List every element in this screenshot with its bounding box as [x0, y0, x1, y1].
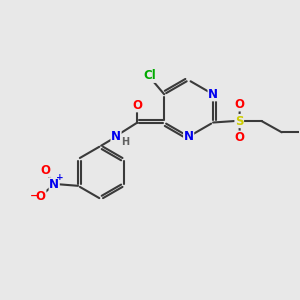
Text: N: N: [111, 130, 121, 143]
Text: Cl: Cl: [143, 69, 156, 82]
Text: N: N: [184, 130, 194, 143]
Text: O: O: [235, 98, 245, 111]
Text: −: −: [30, 191, 40, 201]
Text: N: N: [49, 178, 59, 191]
Text: O: O: [132, 99, 142, 112]
Text: H: H: [121, 137, 129, 147]
Text: S: S: [235, 115, 244, 128]
Text: O: O: [36, 190, 46, 203]
Text: O: O: [235, 131, 245, 144]
Text: O: O: [40, 164, 50, 177]
Text: N: N: [208, 88, 218, 101]
Text: +: +: [56, 173, 64, 182]
